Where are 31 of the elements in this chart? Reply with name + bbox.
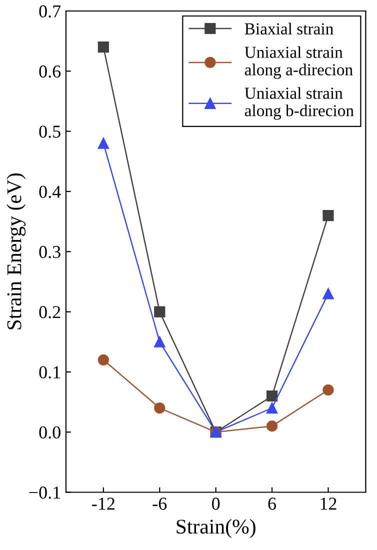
point xyxy=(154,336,166,348)
y-tick-label: 0.1 xyxy=(39,366,60,378)
y-tick-label: 0.7 xyxy=(39,5,61,18)
y-tick-label: −0.1 xyxy=(29,486,60,499)
x-tick-label: 6 xyxy=(268,498,276,510)
point xyxy=(266,402,278,414)
point xyxy=(322,384,334,396)
x-tick-label: 12 xyxy=(320,498,336,510)
y-tick-label: 0.3 xyxy=(39,246,60,258)
point xyxy=(266,390,278,402)
y-tick-label: 0.6 xyxy=(39,65,61,78)
point xyxy=(98,138,109,149)
point xyxy=(154,402,166,414)
point xyxy=(266,420,278,432)
x-axis-title: Strain(%) xyxy=(176,519,256,538)
x-tick-label: -6 xyxy=(152,498,167,510)
y-axis-title: Strain Energy (eV) xyxy=(6,173,26,330)
point xyxy=(322,210,334,222)
point xyxy=(154,306,166,318)
y-tick-label: 0.0 xyxy=(39,426,60,439)
x-tick-label: -12 xyxy=(92,498,114,510)
point xyxy=(98,354,109,366)
legend-label: Uniaxial strain along b-direcion xyxy=(244,87,354,120)
point xyxy=(322,288,334,300)
y-tick-label: 0.4 xyxy=(39,186,61,198)
legend-label: Uniaxial strain along a-direcion xyxy=(244,46,353,79)
y-tick-label: 0.2 xyxy=(39,306,60,318)
y-tick-label: 0.5 xyxy=(39,126,60,138)
point xyxy=(98,42,109,53)
legend-label: Biaxial strain xyxy=(244,22,334,34)
x-tick-label: 0 xyxy=(212,498,220,510)
